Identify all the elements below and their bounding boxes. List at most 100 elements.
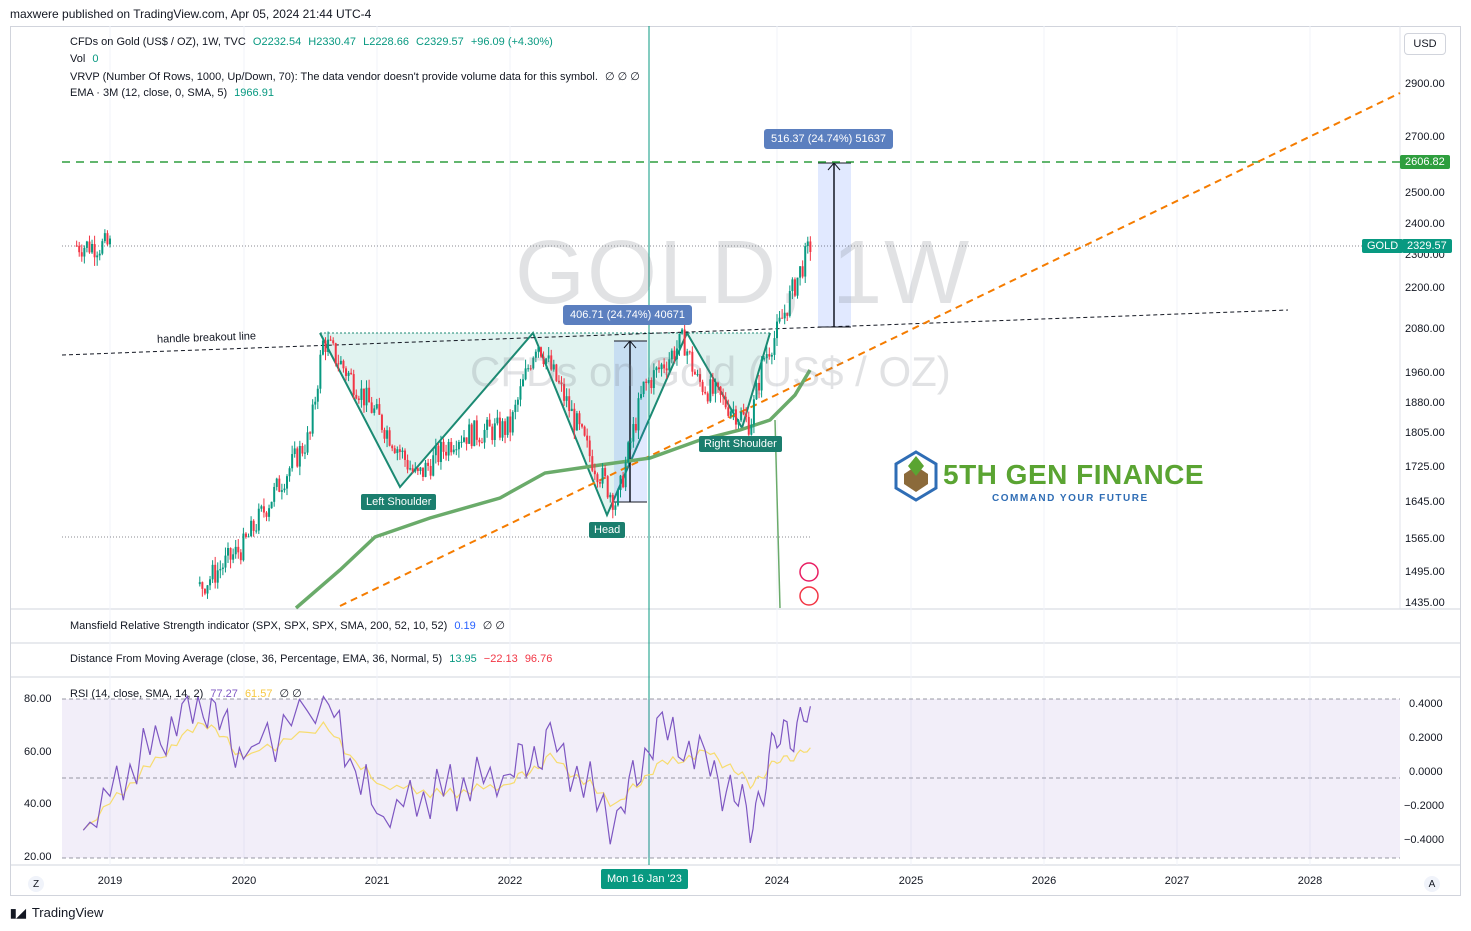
- candle-body: [552, 364, 555, 370]
- candle-body: [642, 381, 645, 395]
- candle-body: [737, 420, 740, 425]
- candle-body: [203, 588, 206, 594]
- candle-body: [278, 478, 281, 492]
- candle-body: [455, 449, 458, 451]
- legend-vol-label[interactable]: Vol: [70, 53, 86, 65]
- candle-body: [383, 429, 386, 439]
- candle-body: [755, 382, 758, 400]
- legend-vrvp[interactable]: VRVP (Number Of Rows, 1000, Up/Down, 70)…: [70, 71, 598, 83]
- candle-body: [406, 459, 409, 470]
- auto-scale-z-button[interactable]: Z: [28, 876, 44, 892]
- candle-body: [537, 347, 540, 352]
- candle-body: [91, 244, 94, 253]
- candle-body: [262, 506, 265, 513]
- measure-label-1[interactable]: 406.71 (24.74%) 40671: [563, 305, 692, 325]
- candle-body: [783, 312, 786, 319]
- breakout-line: [61, 309, 1289, 356]
- pattern-fill: [320, 333, 770, 515]
- candle-body: [347, 372, 350, 376]
- candle-body: [509, 416, 512, 433]
- candle-body: [786, 312, 789, 316]
- candle-body: [273, 486, 276, 502]
- candle-body: [480, 442, 483, 444]
- rsi-line: [82, 694, 811, 845]
- candle-body: [529, 368, 532, 370]
- candle-body: [329, 339, 332, 341]
- time-tick: 2026: [1031, 875, 1057, 887]
- candle-body: [321, 340, 324, 355]
- candle-body: [516, 399, 519, 405]
- candle-body: [314, 401, 317, 405]
- candle-body: [588, 440, 591, 457]
- candle-body: [337, 363, 340, 365]
- candle-body: [763, 358, 766, 360]
- currency-button[interactable]: USD: [1404, 33, 1446, 55]
- rsi-label[interactable]: RSI (14, close, SMA, 14, 2): [70, 688, 204, 700]
- candle-body: [411, 468, 414, 472]
- footer-text: TradingView: [31, 905, 104, 920]
- candle-body: [770, 354, 773, 357]
- candle-body: [209, 579, 212, 586]
- candles: [75, 229, 812, 599]
- candle-body: [221, 567, 224, 569]
- head-label[interactable]: Head: [589, 522, 626, 538]
- price-tick: 2080.00: [1405, 323, 1445, 335]
- price-tick: 1960.00: [1405, 367, 1445, 379]
- candle-body: [488, 419, 491, 427]
- candle-body: [660, 364, 663, 370]
- candle-body: [421, 467, 424, 477]
- candle-body: [493, 423, 496, 441]
- rsi-right-tick: 0.2000: [1409, 732, 1443, 744]
- candle-body: [452, 449, 455, 453]
- candle-body: [309, 432, 312, 434]
- candle-body: [586, 435, 589, 441]
- candle-body: [681, 329, 684, 334]
- candle-body: [598, 482, 601, 484]
- mansfield-label[interactable]: Mansfield Relative Strength indicator (S…: [70, 620, 448, 632]
- rsi-icons: ∅ ∅: [279, 688, 302, 700]
- distance-label[interactable]: Distance From Moving Average (close, 36,…: [70, 653, 443, 665]
- candle-body: [693, 371, 696, 375]
- trend-line: [339, 92, 1401, 607]
- candle-body: [601, 468, 604, 484]
- candle-body: [581, 424, 584, 427]
- candle-body: [445, 451, 448, 456]
- candle-body: [547, 355, 550, 359]
- rsi-right-tick: 0.4000: [1409, 698, 1443, 710]
- mansfield-icons: ∅ ∅: [482, 620, 506, 632]
- candle-body: [375, 404, 378, 409]
- candle-body: [714, 382, 717, 394]
- right-shoulder-label[interactable]: Right Shoulder: [699, 436, 782, 452]
- candle-body: [640, 394, 643, 399]
- legend-ema[interactable]: EMA · 3M (12, close, 0, SMA, 5): [70, 87, 228, 99]
- candle-body: [496, 417, 499, 424]
- candle-body: [237, 546, 240, 553]
- distance-value-3: 96.76: [524, 653, 553, 665]
- candle-body: [760, 359, 763, 391]
- candle-body: [296, 448, 299, 467]
- auto-scale-a-button[interactable]: A: [1424, 876, 1440, 892]
- candle-body: [524, 368, 527, 380]
- candle-body: [701, 381, 704, 392]
- candle-body: [627, 442, 630, 463]
- candle-body: [691, 351, 694, 372]
- candle-body: [216, 570, 219, 583]
- legend-symbol-row: CFDs on Gold (US$ / OZ), 1W, TVC O2232.5…: [70, 36, 553, 48]
- candle-body: [378, 404, 381, 415]
- candle-body: [486, 419, 489, 430]
- footer-brand[interactable]: ▮◢ TradingView: [10, 905, 103, 920]
- candle-body: [498, 417, 501, 438]
- rsi-ma-line: [82, 721, 811, 831]
- candle-body: [683, 329, 686, 356]
- measure-label-2[interactable]: 516.37 (24.74%) 51637: [764, 129, 893, 149]
- left-shoulder-label[interactable]: Left Shoulder: [361, 494, 437, 510]
- candle-body: [365, 387, 368, 406]
- legend-symbol[interactable]: CFDs on Gold (US$ / OZ), 1W, TVC: [70, 36, 246, 48]
- candle-body: [286, 476, 289, 489]
- candle-body: [606, 476, 609, 498]
- candle-body: [563, 384, 566, 401]
- candle-body: [475, 420, 478, 440]
- candle-body: [414, 468, 417, 472]
- candle-body: [324, 340, 327, 352]
